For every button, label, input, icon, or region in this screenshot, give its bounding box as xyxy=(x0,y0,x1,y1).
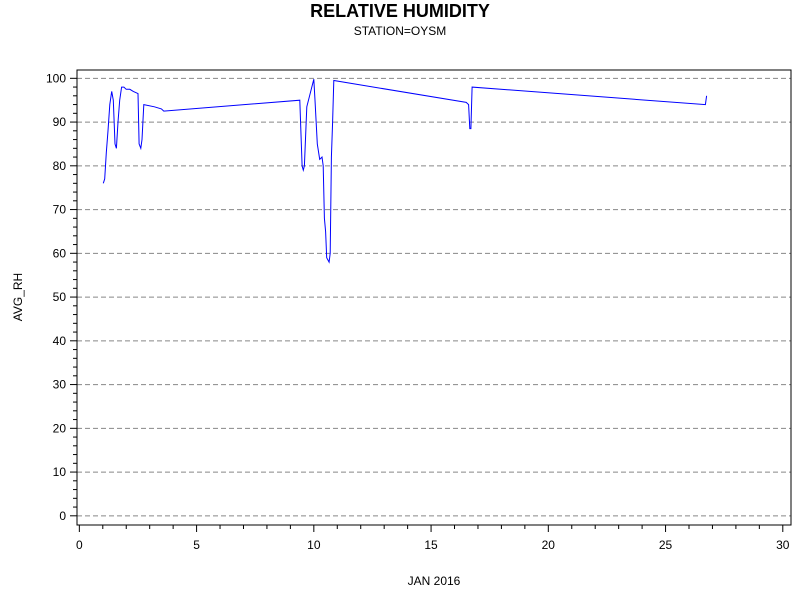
gridlines xyxy=(77,77,791,517)
y-tick-label-90: 90 xyxy=(53,115,67,129)
y-tick-label-10: 10 xyxy=(53,465,67,479)
x-tick-label-10: 10 xyxy=(307,538,321,552)
x-tick-label-0: 0 xyxy=(76,538,83,552)
y-axis-ticks: 0 10 20 30 40 50 60 70 80 90 100 xyxy=(46,71,77,523)
x-axis-ticks: 0 5 10 15 20 25 30 xyxy=(76,525,790,552)
x-tick-label-25: 25 xyxy=(659,538,673,552)
y-tick-label-60: 60 xyxy=(53,246,67,260)
x-axis-label: JAN 2016 xyxy=(407,574,461,588)
y-tick-label-100: 100 xyxy=(46,71,66,85)
x-tick-label-15: 15 xyxy=(424,538,438,552)
x-tick-label-5: 5 xyxy=(193,538,200,552)
chart-subtitle: STATION=OYSM xyxy=(353,24,447,38)
y-tick-label-30: 30 xyxy=(53,378,67,392)
y-tick-label-40: 40 xyxy=(53,334,67,348)
series-layer xyxy=(102,79,708,264)
y-tick-label-50: 50 xyxy=(53,290,67,304)
y-tick-label-70: 70 xyxy=(53,203,67,217)
chart-title: RELATIVE HUMIDITY xyxy=(310,1,490,21)
series-line-0 xyxy=(102,79,708,264)
plot-frame xyxy=(76,69,792,526)
y-tick-label-20: 20 xyxy=(53,421,67,435)
x-tick-label-20: 20 xyxy=(542,538,556,552)
y-tick-label-80: 80 xyxy=(53,159,67,173)
x-tick-label-30: 30 xyxy=(776,538,790,552)
y-tick-label-0: 0 xyxy=(59,509,66,523)
